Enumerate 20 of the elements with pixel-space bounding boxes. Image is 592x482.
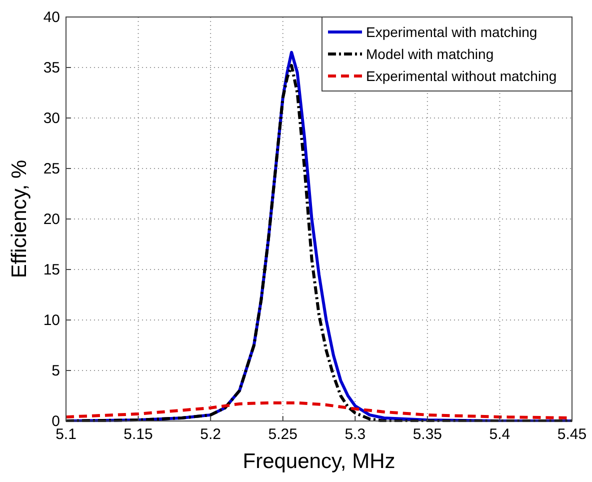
legend-label: Experimental with matching <box>366 24 538 40</box>
y-tick-label: 25 <box>43 160 60 178</box>
legend-label: Model with matching <box>366 46 494 62</box>
legend-label: Experimental without matching <box>366 68 557 84</box>
y-tick-label: 20 <box>43 211 60 228</box>
y-tick-label: 15 <box>43 262 60 278</box>
x-tick-label: 5.4 <box>489 426 510 443</box>
y-tick-label: 5 <box>52 362 60 380</box>
x-tick-label: 5.15 <box>124 426 153 443</box>
x-axis-title: Frequency, MHz <box>242 450 396 473</box>
y-axis-title: Efficiency, % <box>8 160 31 278</box>
x-tick-label: 5.45 <box>557 426 587 443</box>
y-tick-label: 30 <box>43 110 60 127</box>
y-tick-label: 10 <box>43 312 60 329</box>
x-tick-label: 5.2 <box>200 426 221 443</box>
y-tick-label: 40 <box>43 9 60 26</box>
y-tick-label: 35 <box>43 60 60 76</box>
x-tick-label: 5.3 <box>344 426 366 443</box>
x-tick-label: 5.25 <box>268 426 298 443</box>
x-tick-label: 5.35 <box>412 426 442 443</box>
